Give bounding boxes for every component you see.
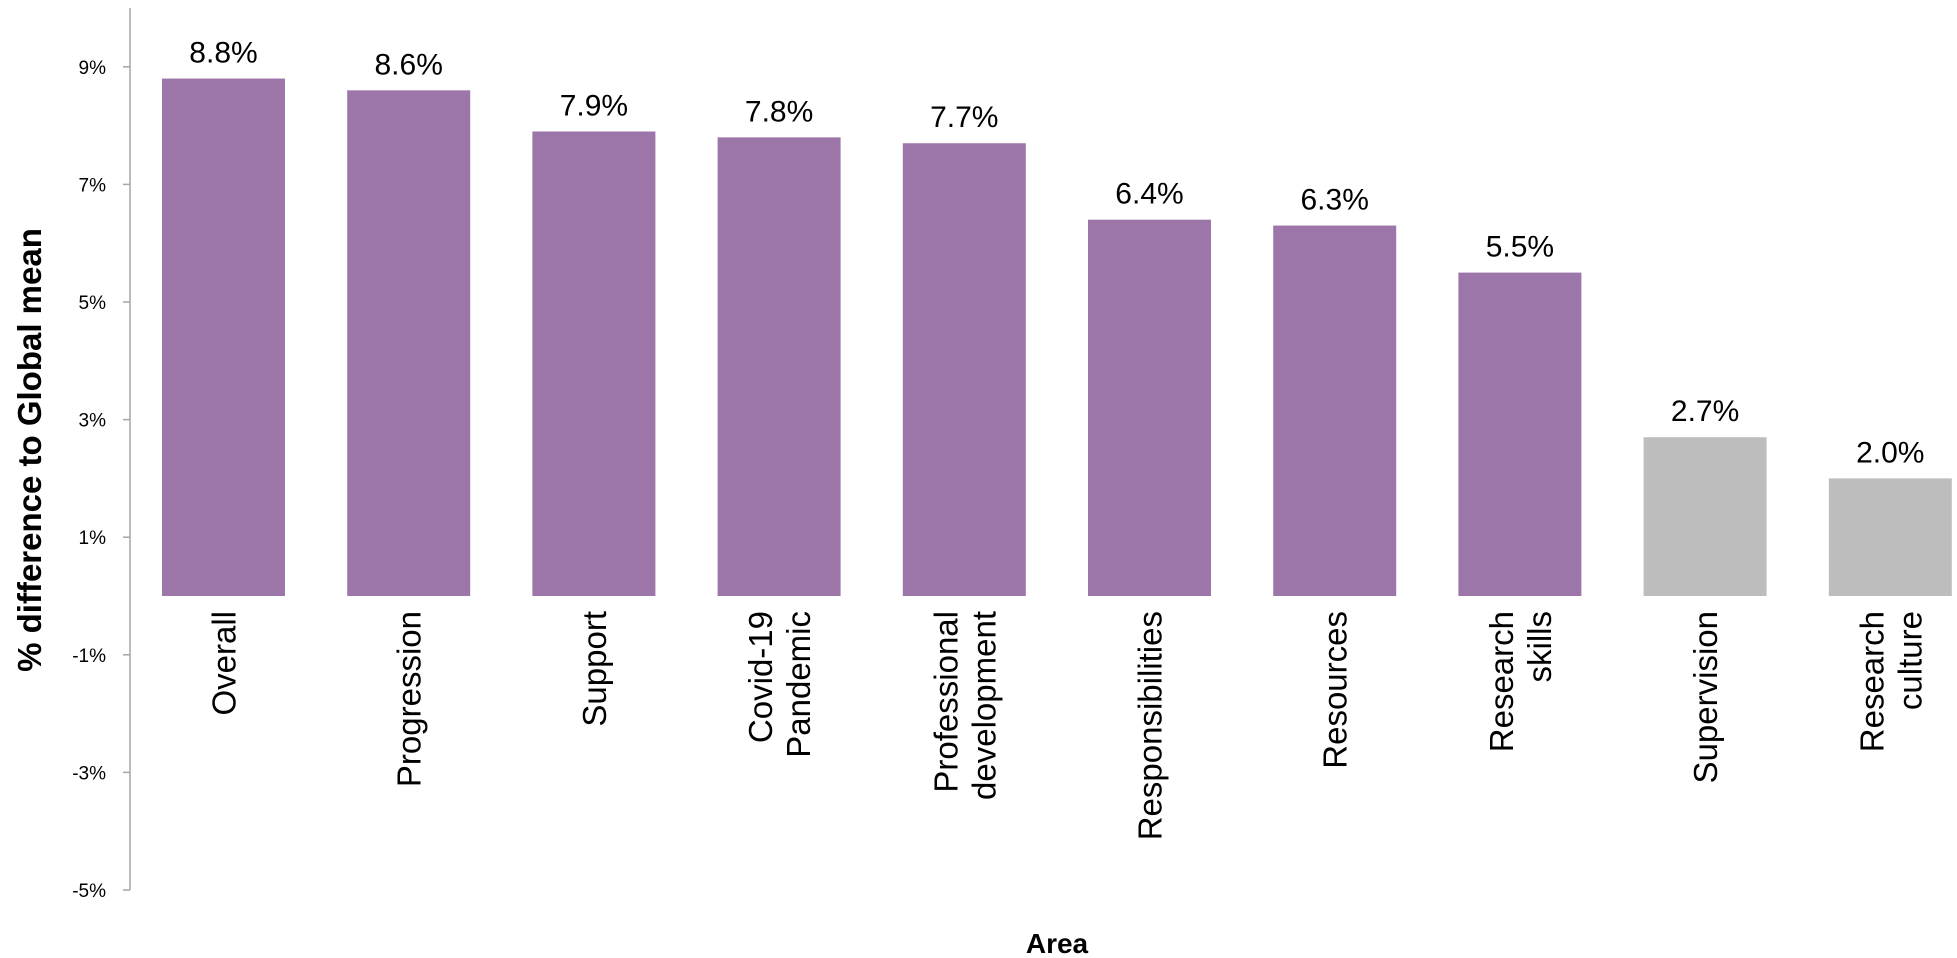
- y-axis-title: % difference to Global mean: [11, 228, 48, 672]
- category-label: Overall: [206, 611, 243, 716]
- category-label: Support: [576, 611, 613, 727]
- data-label: 6.3%: [1301, 184, 1369, 217]
- y-tick-label: -5%: [72, 881, 106, 902]
- data-label: 7.9%: [560, 89, 628, 122]
- category-label-line: Research: [1853, 611, 1890, 752]
- bar: [347, 90, 471, 596]
- y-tick-label: 9%: [79, 58, 107, 79]
- axes: -5% -3% -1% 1% 3% 5% 7% 9%: [72, 8, 131, 902]
- y-tick-label: 7%: [79, 175, 107, 196]
- y-tick-label: -1%: [72, 646, 106, 667]
- y-tick-label: -3%: [72, 763, 106, 784]
- category-label: Researchculture: [1853, 611, 1928, 752]
- category-label-line: Pandemic: [780, 611, 817, 758]
- category-label: Responsibilities: [1132, 611, 1169, 840]
- category-label-line: skills: [1521, 611, 1558, 683]
- category-label-line: Research: [1483, 611, 1520, 752]
- bar: [162, 78, 285, 596]
- category-label-line: Progression: [391, 611, 428, 787]
- category-label: Researchskills: [1483, 611, 1558, 752]
- data-label: 5.5%: [1486, 231, 1554, 264]
- category-label-line: culture: [1891, 611, 1928, 710]
- y-tick-label: 1%: [79, 528, 107, 549]
- category-label: Supervision: [1687, 611, 1724, 783]
- category-label: Professionaldevelopment: [927, 611, 1002, 800]
- y-tick-label: 5%: [79, 293, 107, 314]
- category-label: Progression: [391, 611, 428, 787]
- category-label-line: development: [965, 611, 1002, 800]
- data-label: 7.8%: [745, 95, 813, 128]
- category-label: Resources: [1317, 611, 1354, 769]
- category-label-line: Professional: [927, 611, 964, 793]
- data-label: 2.0%: [1856, 436, 1924, 469]
- bar: [532, 131, 656, 597]
- data-label: 6.4%: [1115, 178, 1183, 211]
- data-label: 8.8%: [189, 37, 257, 70]
- category-label-line: Supervision: [1687, 611, 1724, 783]
- category-label-line: Covid-19: [742, 611, 779, 743]
- category-label-line: Resources: [1317, 611, 1354, 769]
- y-tick-label: 3%: [79, 411, 107, 432]
- bar: [717, 137, 841, 597]
- data-labels: 8.8% 8.6% 7.9% 7.8% 7.7% 6.4% 6.3% 5.5% 2.7% 2.0%: [189, 37, 1924, 470]
- category-label-line: Responsibilities: [1132, 611, 1169, 840]
- bar: [1458, 272, 1582, 596]
- data-label: 2.7%: [1671, 395, 1739, 428]
- data-label: 8.6%: [375, 48, 443, 81]
- bar: [1088, 219, 1211, 596]
- category-label: Covid-19Pandemic: [742, 611, 817, 758]
- bar: [1828, 478, 1952, 596]
- bar: [1643, 437, 1767, 596]
- category-label-line: Overall: [206, 611, 243, 716]
- data-label: 7.7%: [930, 101, 998, 134]
- category-labels: Overall Progression Support Covid-19Pandemi…: [206, 611, 1929, 840]
- bar: [1273, 225, 1397, 596]
- category-label-line: Support: [576, 611, 613, 727]
- bars: [162, 78, 1952, 597]
- bar: [902, 143, 1026, 597]
- x-axis-title: Area: [1026, 928, 1089, 958]
